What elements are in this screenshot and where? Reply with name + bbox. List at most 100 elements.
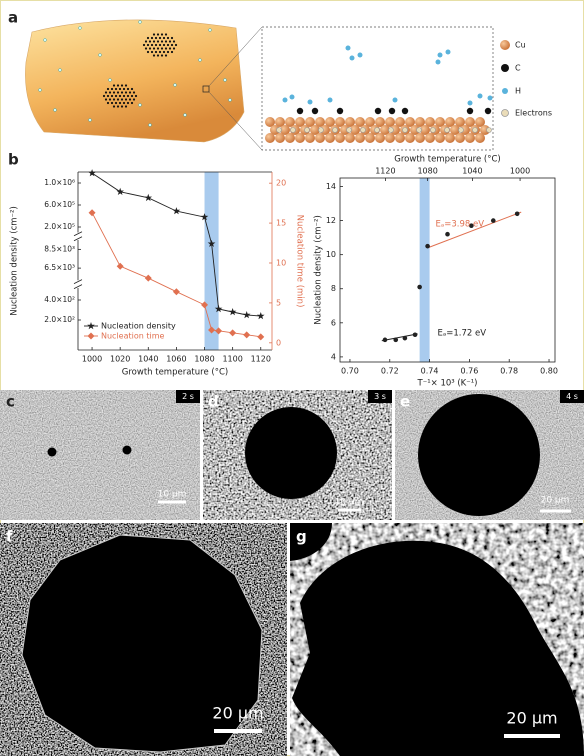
panel-label: d (208, 393, 219, 411)
marker (256, 312, 265, 320)
series-line (91, 212, 261, 338)
time-label: 3 s (374, 392, 386, 401)
h-atom (392, 97, 398, 103)
zoom-box (202, 85, 210, 93)
nucleus-atom (174, 43, 178, 47)
time-box (368, 390, 392, 403)
scale-label: 10 µm (335, 498, 364, 508)
marker (88, 169, 96, 177)
nucleus-atom (162, 43, 166, 47)
nucleus-atom (146, 36, 150, 40)
legend-marker (87, 332, 95, 340)
panel-label: f (6, 528, 13, 546)
electron (173, 83, 177, 87)
micrograph (0, 523, 287, 756)
nucleus-atom (104, 91, 108, 94)
nucleus-atom (166, 43, 170, 47)
y2-tick-label: 10 (276, 258, 286, 267)
point (382, 337, 388, 343)
cu-atom (275, 117, 285, 127)
nucleus-atom (106, 101, 110, 105)
cu-atom (405, 133, 415, 143)
marker (144, 274, 152, 282)
h-atom (477, 93, 483, 99)
cu-atom (455, 133, 465, 143)
x-tick-label: 0.76 (460, 367, 478, 376)
electron (374, 127, 380, 133)
nucleus-atom (156, 54, 160, 57)
nucleus-atom (118, 94, 122, 98)
c-atom (311, 107, 319, 115)
cu-atom (350, 125, 360, 135)
nucleus-atom (132, 98, 136, 101)
scale-label: 20 µm (506, 709, 557, 728)
nucleus-atom (170, 43, 174, 47)
zoom-line (208, 26, 263, 87)
nucleus-atom (112, 91, 116, 94)
marker (257, 333, 265, 341)
cu-atom (450, 125, 460, 135)
y-tick-label: 8.5×10³ (44, 244, 75, 253)
annotation: Eₐ=1.72 eV (438, 329, 487, 339)
x2-axis-label: Growth temperature (°C) (394, 155, 500, 165)
marker (201, 301, 209, 309)
graphene-domain (122, 445, 132, 455)
cu-atom (425, 117, 435, 127)
legend-icon (502, 88, 508, 94)
electron (388, 127, 394, 133)
nucleus-atom (166, 50, 170, 54)
nucleus-atom (172, 47, 176, 50)
y2-tick-label: 0 (276, 338, 281, 347)
cu-atom (285, 133, 295, 143)
electron (318, 127, 324, 133)
cu-atom (375, 133, 385, 143)
nucleus-atom (128, 98, 132, 101)
x-tick-label: 0.78 (500, 367, 518, 376)
cu-atom (445, 117, 455, 127)
nucleus-atom (150, 43, 154, 47)
cu-atom (380, 125, 390, 135)
y2-tick-label: 5 (276, 298, 281, 307)
nucleus-atom (148, 47, 152, 50)
point (514, 211, 520, 217)
x2-tick-label: 1080 (417, 167, 437, 176)
h-atom (282, 97, 288, 103)
cu-atom (275, 133, 285, 143)
electron (458, 127, 464, 133)
electron (38, 88, 42, 92)
c-atom (296, 107, 304, 115)
y-tick-label: 1.0×10⁶ (44, 178, 75, 187)
series-line (91, 172, 261, 317)
nucleus-atom (120, 84, 124, 87)
panel-label: e (400, 393, 410, 411)
electron (78, 26, 82, 30)
nucleus-atom (122, 94, 126, 98)
micrograph (395, 390, 584, 520)
nucleus-atom (128, 91, 132, 94)
nucleus-atom (154, 43, 158, 47)
panel-label: a (8, 9, 18, 27)
nucleus-atom (106, 94, 110, 98)
electron (290, 127, 296, 133)
nucleus-atom (120, 105, 124, 108)
x-tick-label: 0.70 (341, 367, 359, 376)
cu-atom (265, 133, 275, 143)
nucleus-atom (102, 94, 106, 98)
cu-atom (480, 125, 490, 135)
x2-tick-label: 1120 (375, 167, 395, 176)
marker (172, 288, 180, 296)
cu-atom (460, 125, 470, 135)
x-tick-label: 0.80 (540, 367, 558, 376)
legend-label: Nucleation density (101, 322, 176, 331)
nucleus-atom (116, 98, 120, 101)
panel-label: g (296, 528, 307, 546)
marker (242, 311, 251, 319)
cu-atom (465, 133, 475, 143)
nucleus-atom (164, 54, 168, 57)
cu-atom (395, 133, 405, 143)
cu-atom (315, 133, 325, 143)
nucleus-atom (132, 91, 136, 94)
nucleus-atom (122, 101, 126, 105)
highlight-band (419, 178, 430, 362)
nucleus-atom (108, 98, 112, 101)
